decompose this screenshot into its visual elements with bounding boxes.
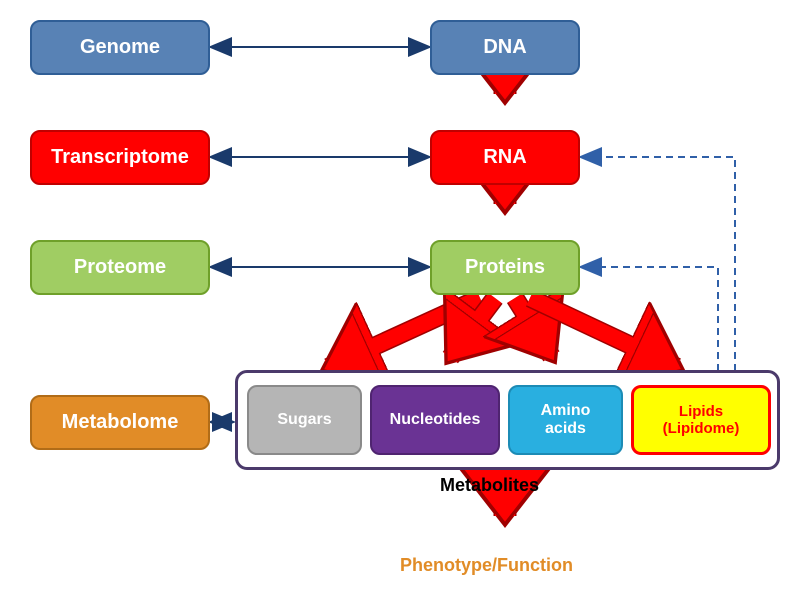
molecule-box-proteins-label: Proteins bbox=[465, 256, 545, 279]
fat-prot-sugars bbox=[328, 298, 480, 367]
molecule-box-dna-label: DNA bbox=[483, 36, 526, 59]
metabolite-box-nucleotides-label: Nucleotides bbox=[390, 411, 481, 429]
omics-box-transcriptome-label: Transcriptome bbox=[51, 146, 189, 169]
fat-prot-amino bbox=[515, 298, 551, 356]
molecule-box-rna-label: RNA bbox=[483, 146, 526, 169]
omics-box-proteome-label: Proteome bbox=[74, 256, 166, 279]
metabolite-box-lipids: Lipids(Lipidome) bbox=[631, 385, 771, 455]
metabolite-box-amino-label: Aminoacids bbox=[541, 402, 591, 439]
omics-box-genome-label: Genome bbox=[80, 36, 160, 59]
metabolite-box-sugars-label: Sugars bbox=[277, 411, 331, 429]
metabolite-box-lipids-label: Lipids(Lipidome) bbox=[663, 403, 740, 438]
fat-prot-nucl bbox=[450, 298, 495, 358]
omics-box-metabolome: Metabolome bbox=[30, 395, 210, 450]
diagram-svg bbox=[0, 0, 800, 600]
molecule-box-rna: RNA bbox=[430, 130, 580, 185]
fat-prot-lipids bbox=[530, 298, 677, 367]
phenotype-label: Phenotype/Function bbox=[400, 555, 573, 576]
metabolite-box-amino: Aminoacids bbox=[508, 385, 623, 455]
omics-box-metabolome-label: Metabolome bbox=[62, 411, 179, 434]
molecule-box-proteins: Proteins bbox=[430, 240, 580, 295]
dash-lipids-rna bbox=[582, 157, 735, 383]
molecule-box-dna: DNA bbox=[430, 20, 580, 75]
omics-box-genome: Genome bbox=[30, 20, 210, 75]
metabolites-label: Metabolites bbox=[440, 475, 539, 496]
omics-box-transcriptome: Transcriptome bbox=[30, 130, 210, 185]
metabolite-box-sugars: Sugars bbox=[247, 385, 362, 455]
metabolite-box-nucleotides: Nucleotides bbox=[370, 385, 500, 455]
omics-box-proteome: Proteome bbox=[30, 240, 210, 295]
dash-lipids-proteins bbox=[582, 267, 718, 383]
